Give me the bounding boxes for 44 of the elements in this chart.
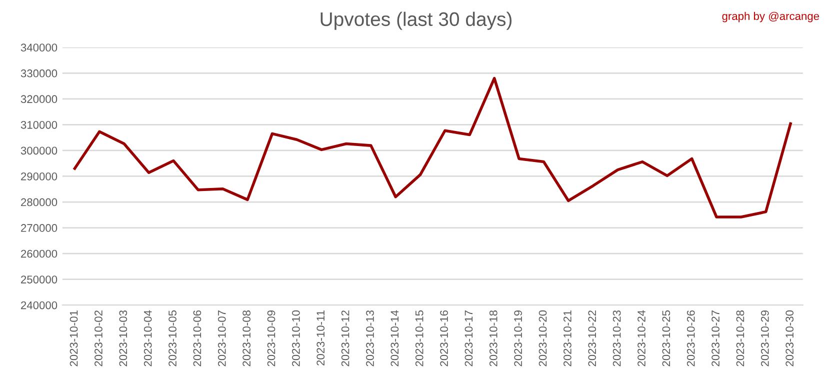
y-tick-label: 320000 <box>20 95 58 104</box>
y-tick-label: 290000 <box>21 172 58 180</box>
x-tick-label: 2023-10-30 <box>786 310 794 366</box>
x-tick-label: 2023-10-08 <box>242 310 251 366</box>
y-tick-label: 270000 <box>21 224 58 232</box>
x-tick-label: 2023-10-24 <box>638 310 646 366</box>
y-tick-label: 340000 <box>20 44 58 52</box>
x-tick-label: 2023-10-06 <box>193 310 202 366</box>
x-tick-label: 2023-10-15 <box>415 310 424 366</box>
x-tick-label: 2023-10-03 <box>119 310 128 366</box>
x-tick-label: 2023-10-10 <box>292 310 300 366</box>
x-tick-label: 2023-10-23 <box>612 310 621 366</box>
x-tick-label: 2023-10-18 <box>489 310 498 366</box>
line-series <box>73 76 792 218</box>
y-tick-label: 300000 <box>20 146 58 155</box>
x-tick-label: 2023-10-21 <box>564 310 572 366</box>
x-tick-label: 2023-10-04 <box>144 310 152 366</box>
x-tick-label: 2023-10-13 <box>366 310 374 366</box>
x-tick-label: 2023-10-19 <box>514 310 522 366</box>
y-tick-label: 330000 <box>20 69 58 78</box>
x-tick-label: 2023-10-25 <box>662 310 670 366</box>
x-tick-label: 2023-10-16 <box>440 310 448 366</box>
chart-title: Upvotes (last 30 days) <box>320 12 512 30</box>
y-tick-label: 310000 <box>20 120 58 129</box>
x-tick-label: 2023-10-09 <box>267 310 276 366</box>
x-tick-label: 2023-10-14 <box>390 310 399 366</box>
x-tick-label: 2023-10-29 <box>760 310 769 366</box>
y-tick-label: 280000 <box>21 198 58 206</box>
x-tick-label: 2023-10-20 <box>538 310 547 366</box>
x-tick-label: 2023-10-12 <box>341 310 350 366</box>
x-tick-label: 2023-10-27 <box>712 310 720 366</box>
x-tick-label: 2023-10-17 <box>464 310 473 366</box>
x-tick-label: 2023-10-02 <box>94 310 102 366</box>
x-tick-label: 2023-10-26 <box>686 310 695 366</box>
x-tick-label: 2023-10-28 <box>736 310 744 366</box>
text: graph by @arcange <box>722 12 820 22</box>
x-tick-label: 2023-10-11 <box>316 310 325 366</box>
x-tick-label: 2023-10-22 <box>588 310 596 366</box>
y-tick-label: 250000 <box>21 276 58 284</box>
x-tick-label: 2023-10-01 <box>70 310 78 366</box>
y-tick-label: 260000 <box>21 250 58 258</box>
x-tick-label: 2023-10-07 <box>218 310 226 366</box>
x-tick-label: 2023-10-05 <box>168 310 176 366</box>
y-tick-label: 240000 <box>21 301 58 310</box>
